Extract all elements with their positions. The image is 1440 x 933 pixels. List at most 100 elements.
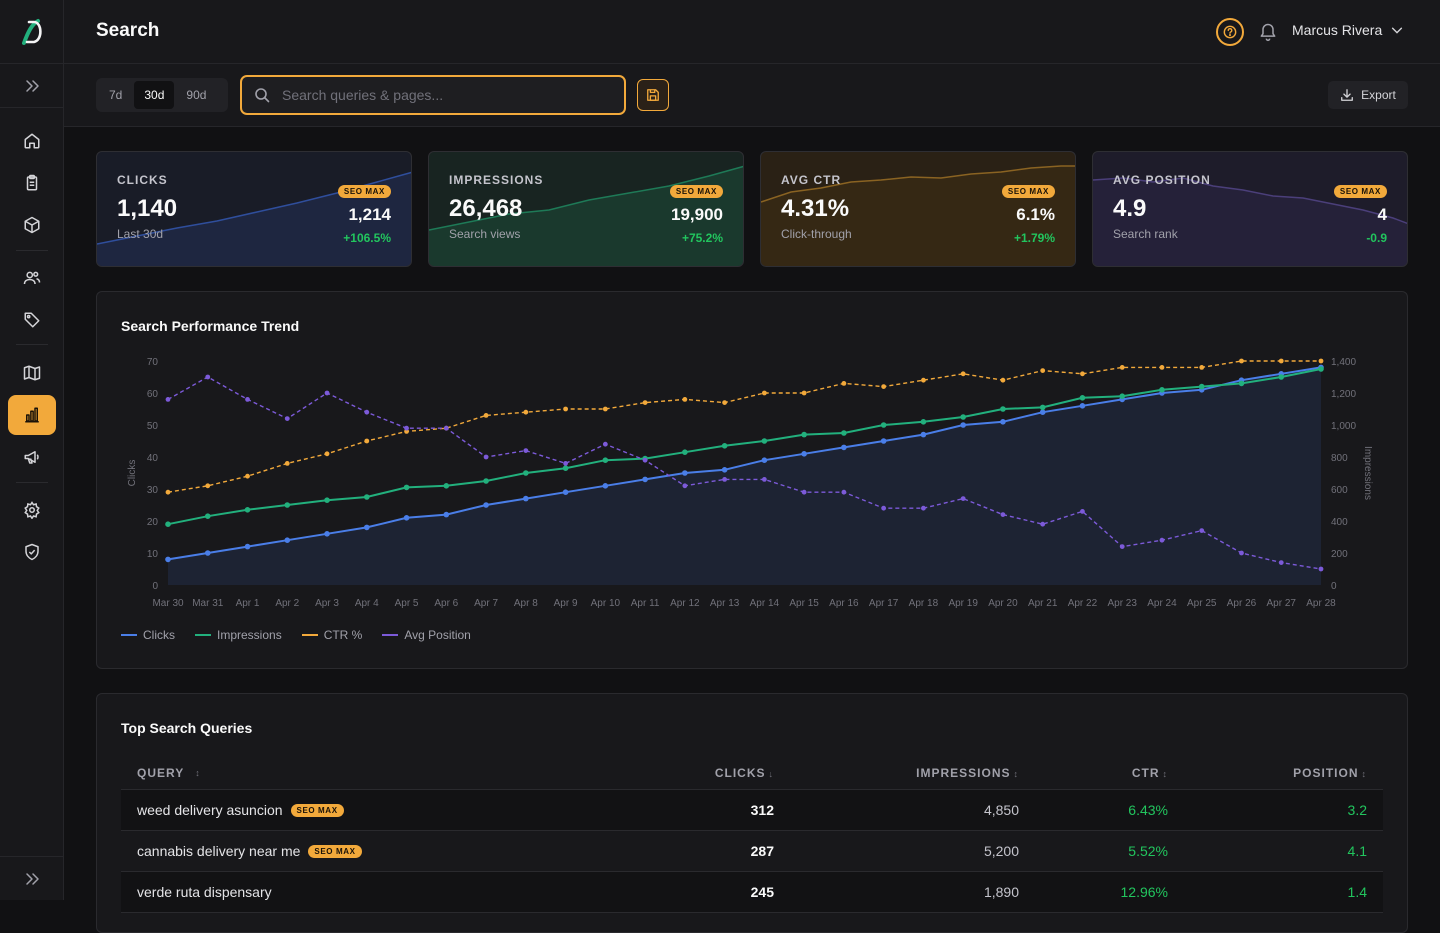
top-queries-panel: Top Search Queries QUERY ↕ CLICKS ↓ IMPRES… xyxy=(96,693,1408,933)
column-header-clicks[interactable]: CLICKS ↓ xyxy=(541,766,774,780)
sidebar-collapse-button[interactable] xyxy=(0,856,64,900)
nav-item-orders[interactable] xyxy=(8,163,56,203)
export-button[interactable]: Export xyxy=(1328,81,1408,109)
point-impressions xyxy=(880,422,887,428)
column-header-ctr[interactable]: CTR ↕ xyxy=(1019,766,1168,780)
point-ctr xyxy=(761,390,767,396)
question-icon xyxy=(1223,25,1237,39)
kpi-card-avg-ctr[interactable]: AVG CTR 4.31% Click-through SEO MAX 6.1%… xyxy=(760,151,1076,267)
point-avg-position xyxy=(722,477,728,482)
kpi-value: 26,468 xyxy=(449,195,523,222)
x-tick-label: Apr 20 xyxy=(988,598,1018,609)
ctr-sparkline xyxy=(761,165,1075,266)
kpi-card-impressions[interactable]: IMPRESSIONS 26,468 Search views SEO MAX … xyxy=(428,151,744,267)
point-impressions xyxy=(403,484,410,491)
point-avg-position xyxy=(443,425,449,431)
point-impressions xyxy=(363,494,370,500)
point-impressions xyxy=(562,465,569,471)
nav-item-promotions[interactable] xyxy=(8,300,56,340)
table-row[interactable]: verde ruta dispensary 245 1,890 12.96% 1… xyxy=(121,872,1383,913)
shield-check-icon xyxy=(25,543,39,561)
legend-item-clicks[interactable]: Clicks xyxy=(121,628,175,642)
y-right-tick-label: 1,400 xyxy=(1331,357,1356,368)
clipboard-icon xyxy=(26,174,38,191)
legend-item-impressions[interactable]: Impressions xyxy=(195,628,282,642)
table-row[interactable]: weed delivery asuncion SEO MAX 312 4,850 … xyxy=(121,790,1383,831)
point-impressions xyxy=(204,513,211,519)
column-header-impressions[interactable]: IMPRESSIONS ↕ xyxy=(774,766,1019,780)
point-clicks xyxy=(761,457,768,463)
point-clicks xyxy=(562,489,569,495)
point-impressions xyxy=(165,521,171,527)
point-avg-position xyxy=(801,489,807,495)
save-search-button[interactable] xyxy=(637,79,669,111)
point-impressions xyxy=(523,470,529,476)
notifications-button[interactable] xyxy=(1256,20,1280,44)
column-header-query[interactable]: QUERY ↕ xyxy=(121,766,541,780)
x-tick-label: Mar 31 xyxy=(192,598,224,609)
x-tick-label: Mar 30 xyxy=(152,598,184,609)
user-menu[interactable]: Marcus Rivera xyxy=(1292,22,1404,38)
export-label: Export xyxy=(1361,88,1396,102)
range-30d-button[interactable]: 30d xyxy=(134,81,175,109)
range-90d-button[interactable]: 90d xyxy=(186,88,207,102)
point-avg-position xyxy=(602,441,608,447)
x-tick-label: Apr 14 xyxy=(750,598,780,609)
point-ctr xyxy=(523,409,529,415)
nav-item-security[interactable] xyxy=(8,532,56,572)
nav-item-settings[interactable] xyxy=(8,490,56,530)
point-clicks xyxy=(841,444,847,451)
x-tick-label: Apr 13 xyxy=(710,598,740,609)
range-7d-button[interactable]: 7d xyxy=(109,88,123,102)
query-text: verde ruta dispensary xyxy=(137,884,272,900)
kpi-delta: +106.5% xyxy=(343,231,391,245)
point-clicks xyxy=(204,550,211,556)
point-avg-position xyxy=(1119,544,1125,549)
point-ctr xyxy=(642,400,648,405)
point-impressions xyxy=(324,497,330,503)
main-content: CLICKS 1,140 Last 30d SEO MAX 1,214 +106… xyxy=(64,127,1440,933)
position-cell: 4.1 xyxy=(1347,843,1367,859)
table-row[interactable]: cannabis delivery near me SEO MAX 287 5,2… xyxy=(121,831,1383,872)
x-tick-label: Apr 5 xyxy=(395,598,419,609)
nav-item-customers[interactable] xyxy=(8,258,56,298)
legend-label: Clicks xyxy=(143,628,175,642)
logo[interactable] xyxy=(0,0,64,64)
x-tick-label: Apr 22 xyxy=(1068,598,1098,609)
brand-logo-icon xyxy=(22,18,42,45)
point-avg-position xyxy=(245,397,250,402)
chevrons-right-icon xyxy=(26,79,39,92)
sidebar-divider xyxy=(16,344,48,345)
legend-item-avg-position[interactable]: Avg Position xyxy=(382,628,471,642)
series-line-clicks xyxy=(167,366,1322,561)
kpi-label: CLICKS xyxy=(117,173,168,187)
x-tick-label: Apr 27 xyxy=(1267,598,1297,609)
kpi-card-clicks[interactable]: CLICKS 1,140 Last 30d SEO MAX 1,214 +106… xyxy=(96,151,412,267)
point-impressions xyxy=(960,414,966,420)
point-impressions xyxy=(721,443,728,449)
sidebar-expand-button[interactable] xyxy=(0,64,64,108)
x-tick-label: Apr 2 xyxy=(275,598,299,609)
point-avg-position xyxy=(404,425,409,431)
column-label: QUERY xyxy=(137,765,185,780)
impressions-cell: 5,200 xyxy=(983,843,1019,859)
nav-item-products[interactable] xyxy=(8,205,56,245)
nav-item-home[interactable] xyxy=(8,121,56,161)
nav-item-search-analytics[interactable] xyxy=(8,395,56,435)
nav-item-map[interactable] xyxy=(8,353,56,393)
seo-max-badge: SEO MAX xyxy=(308,844,362,858)
point-avg-position xyxy=(642,457,648,463)
nav-item-marketing[interactable] xyxy=(8,437,56,477)
kpi-card-avg-position[interactable]: AVG POSITION 4.9 Search rank SEO MAX 4 -… xyxy=(1092,151,1408,267)
kpi-subtitle: Last 30d xyxy=(117,227,164,241)
impressions-cell: 1,890 xyxy=(983,884,1019,900)
point-clicks xyxy=(443,511,450,518)
point-clicks xyxy=(523,495,529,502)
help-button[interactable] xyxy=(1216,18,1244,46)
kpi-value: 4.9 xyxy=(1113,195,1147,222)
search-input[interactable] xyxy=(282,87,602,103)
column-header-position[interactable]: POSITION ↕ xyxy=(1168,766,1367,780)
y-right-tick-label: 600 xyxy=(1331,485,1348,496)
legend-item-ctr[interactable]: CTR % xyxy=(301,628,363,642)
legend-label: CTR % xyxy=(323,628,363,642)
